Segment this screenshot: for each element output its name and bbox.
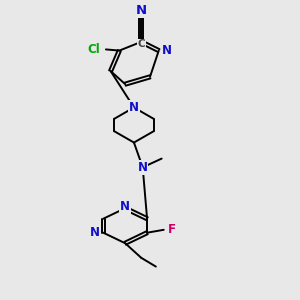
Text: N: N <box>120 200 130 213</box>
Text: Cl: Cl <box>87 43 100 56</box>
Text: F: F <box>167 223 175 236</box>
Text: N: N <box>162 44 172 57</box>
Text: N: N <box>90 226 100 239</box>
Text: N: N <box>138 161 148 174</box>
Text: C: C <box>137 39 145 49</box>
Text: N: N <box>136 4 147 17</box>
Text: N: N <box>129 101 139 114</box>
